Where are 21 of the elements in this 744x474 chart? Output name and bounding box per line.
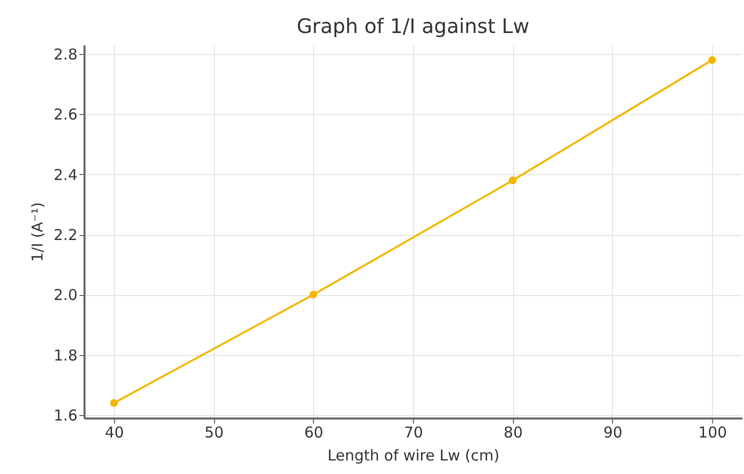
x-axis-title: Length of wire Lw (cm) xyxy=(328,446,500,464)
point xyxy=(508,176,517,184)
chart-title: Graph of 1/I against Lw xyxy=(296,14,530,38)
x-tick-label: 70 xyxy=(404,424,424,442)
y-tick-label: 2.8 xyxy=(54,46,78,64)
point xyxy=(309,290,318,299)
x-tick-label: 100 xyxy=(698,424,727,442)
y-tick-label: 2.6 xyxy=(54,106,78,124)
x-tick-label: 50 xyxy=(204,424,224,442)
x-tick-label: 40 xyxy=(104,424,124,442)
x-tick-label: 60 xyxy=(304,424,324,442)
y-tick-label: 1.8 xyxy=(54,346,78,364)
point xyxy=(708,56,716,64)
x-tick-label: 90 xyxy=(603,424,622,442)
y-tick-label: 2.4 xyxy=(54,166,78,184)
y-tick-label: 2.2 xyxy=(54,226,78,244)
y-axis-title: 1/I (A⁻¹) xyxy=(28,202,47,262)
x-tick-label: 80 xyxy=(504,424,523,442)
y-tick-label: 1.6 xyxy=(54,406,78,424)
y-tick-label: 2.0 xyxy=(54,286,78,304)
point xyxy=(110,399,118,407)
